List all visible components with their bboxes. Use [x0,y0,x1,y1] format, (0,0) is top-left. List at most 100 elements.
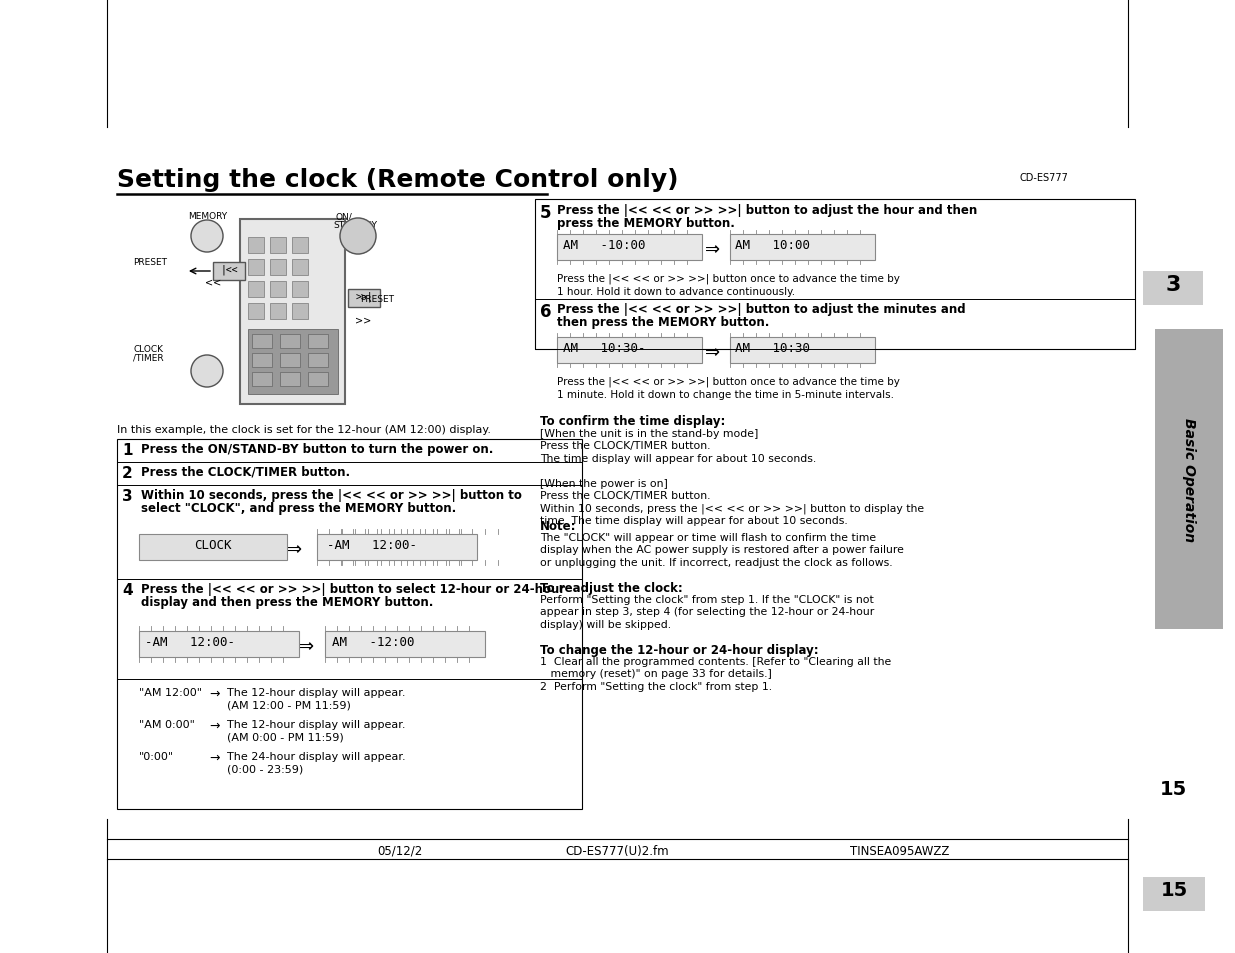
Text: 2: 2 [122,465,132,480]
Bar [248,260,264,275]
Text: 6: 6 [540,303,552,320]
Text: To confirm the time display:: To confirm the time display: [540,415,725,428]
Text: →: → [209,720,220,732]
Bar [270,304,287,319]
Text: AM   -12:00: AM -12:00 [332,636,415,648]
Text: →: → [209,751,220,764]
Text: "AM 12:00": "AM 12:00" [140,687,203,698]
Text: AM   10:30-: AM 10:30- [563,341,646,355]
Text: 3: 3 [1166,274,1181,294]
Bar [348,290,380,308]
Text: 1: 1 [122,442,132,457]
Text: 5: 5 [540,204,552,222]
Text: CLOCK: CLOCK [133,345,163,354]
Bar [317,535,477,560]
Text: ⇒: ⇒ [705,344,720,361]
Text: ⇒: ⇒ [705,241,720,258]
Bar [280,373,300,387]
Text: Press the |<< << or >> >>| button once to advance the time by
1 minute. Hold it : Press the |<< << or >> >>| button once t… [557,376,900,399]
Text: Within 10 seconds, press the |<< << or >> >>| button to: Within 10 seconds, press the |<< << or >… [141,489,522,501]
Text: AM   10:30: AM 10:30 [735,341,810,355]
Text: -AM   12:00-: -AM 12:00- [327,538,417,552]
Text: MEMORY: MEMORY [188,212,227,221]
Bar [1144,877,1205,911]
Bar [212,263,245,281]
Text: [When the unit is in the stand-by mode]
Press the CLOCK/TIMER button.
The time d: [When the unit is in the stand-by mode] … [540,429,924,526]
Text: 4: 4 [122,582,132,598]
Bar [557,337,701,364]
Bar [252,335,272,349]
Text: CD-ES777: CD-ES777 [1020,172,1068,183]
Text: 15: 15 [1160,780,1187,799]
Bar [270,260,287,275]
Text: then press the MEMORY button.: then press the MEMORY button. [557,315,769,329]
Text: PRESET: PRESET [133,257,167,267]
Text: The 12-hour display will appear.
(AM 0:00 - PM 11:59): The 12-hour display will appear. (AM 0:0… [227,720,405,741]
Text: 1  Clear all the programmed contents. [Refer to "Clearing all the
   memory (res: 1 Clear all the programmed contents. [Re… [540,657,892,691]
Text: AM   10:00: AM 10:00 [735,239,810,252]
Text: ⇒: ⇒ [299,638,315,656]
Text: >>|: >>| [356,292,373,302]
Text: Press the |<< << or >> >>| button to adjust the hour and then: Press the |<< << or >> >>| button to adj… [557,204,977,216]
Text: TINSEA095AWZZ: TINSEA095AWZZ [851,844,950,857]
Text: STAND-BY: STAND-BY [333,221,377,230]
Text: CD-ES777(U)2.fm: CD-ES777(U)2.fm [566,844,669,857]
Bar [535,200,1135,350]
Text: >>: >> [354,315,372,326]
Bar [308,354,329,368]
Bar [280,335,300,349]
Bar [248,282,264,297]
Text: In this example, the clock is set for the 12-hour (AM 12:00) display.: In this example, the clock is set for th… [117,424,492,435]
Bar [248,330,338,395]
Circle shape [191,221,224,253]
Text: 05/12/2: 05/12/2 [378,844,422,857]
Bar [248,237,264,253]
Text: CLOCK: CLOCK [194,538,232,552]
Bar [280,354,300,368]
Bar [325,631,485,658]
Text: Press the CLOCK/TIMER button.: Press the CLOCK/TIMER button. [141,465,351,478]
Bar [291,304,308,319]
Bar [252,373,272,387]
Bar [291,282,308,297]
Bar [557,234,701,261]
Text: Press the |<< << or >> >>| button to select 12-hour or 24-hour: Press the |<< << or >> >>| button to sel… [141,582,566,596]
Text: ⇒: ⇒ [288,540,303,558]
Bar [140,535,287,560]
Text: PRESET: PRESET [359,294,394,304]
Text: display and then press the MEMORY button.: display and then press the MEMORY button… [141,596,433,608]
Bar [140,631,299,658]
Text: 3: 3 [122,489,132,503]
Text: "AM 0:00": "AM 0:00" [140,720,195,729]
Text: 15: 15 [1161,880,1188,899]
Text: Note:: Note: [540,519,577,533]
Bar [730,337,876,364]
Text: To readjust the clock:: To readjust the clock: [540,581,683,595]
Text: select "CLOCK", and press the MEMORY button.: select "CLOCK", and press the MEMORY but… [141,501,456,515]
Text: press the MEMORY button.: press the MEMORY button. [557,216,735,230]
Circle shape [191,355,224,388]
Text: →: → [209,687,220,700]
Text: Basic Operation: Basic Operation [1182,417,1195,541]
Text: "0:00": "0:00" [140,751,174,761]
Text: The "CLOCK" will appear or time will flash to confirm the time
display when the : The "CLOCK" will appear or time will fla… [540,533,904,567]
Bar [730,234,876,261]
Bar [291,237,308,253]
Text: <<: << [205,277,221,288]
Bar [240,220,345,405]
Text: -AM   12:00-: -AM 12:00- [144,636,235,648]
Text: AM   -10:00: AM -10:00 [563,239,646,252]
Bar [308,373,329,387]
Text: The 24-hour display will appear.
(0:00 - 23:59): The 24-hour display will appear. (0:00 -… [227,751,405,774]
Text: Press the ON/STAND-BY button to turn the power on.: Press the ON/STAND-BY button to turn the… [141,442,493,456]
Text: Perform "Setting the clock" from step 1. If the "CLOCK" is not
appear in step 3,: Perform "Setting the clock" from step 1.… [540,595,874,629]
Text: Press the |<< << or >> >>| button to adjust the minutes and: Press the |<< << or >> >>| button to adj… [557,303,966,315]
Bar [1155,330,1223,629]
Bar [291,260,308,275]
Text: To change the 12-hour or 24-hour display:: To change the 12-hour or 24-hour display… [540,643,819,657]
Bar [1144,272,1203,306]
Text: The 12-hour display will appear.
(AM 12:00 - PM 11:59): The 12-hour display will appear. (AM 12:… [227,687,405,710]
Text: ON/: ON/ [336,212,353,221]
Text: Setting the clock (Remote Control only): Setting the clock (Remote Control only) [117,168,678,192]
Bar [248,304,264,319]
